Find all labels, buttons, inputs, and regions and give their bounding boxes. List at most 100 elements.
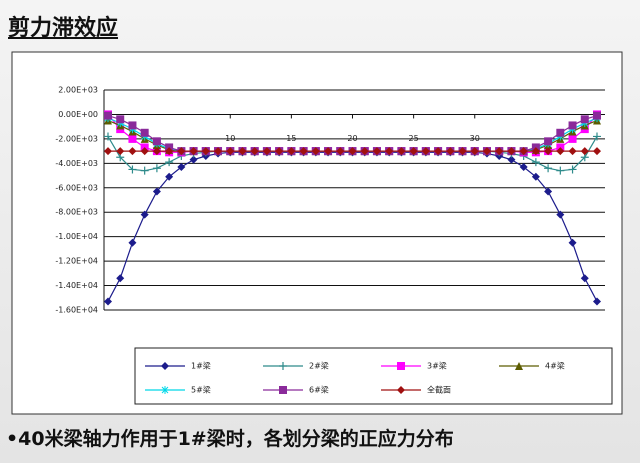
marker (544, 187, 553, 196)
marker (128, 238, 137, 247)
marker (116, 147, 125, 156)
legend-label: 全截面 (427, 385, 451, 395)
marker (189, 155, 198, 164)
x-tick-label: 15 (286, 134, 296, 143)
marker (360, 147, 369, 156)
legend-box (134, 347, 613, 405)
marker (279, 386, 287, 394)
x-tick-label: 30 (470, 134, 480, 143)
marker (324, 147, 333, 156)
marker (519, 147, 528, 156)
marker (104, 111, 112, 120)
marker (287, 147, 296, 156)
marker (544, 147, 553, 156)
legend-label: 3#梁 (427, 362, 447, 371)
marker (446, 147, 455, 156)
y-tick-label: -2.00E+03 (55, 134, 98, 143)
y-tick-label: -4.00E+03 (55, 159, 98, 168)
marker (128, 134, 137, 143)
legend-label: 6#梁 (309, 386, 329, 395)
y-tick-label: -6.00E+03 (55, 183, 98, 192)
marker (568, 134, 577, 143)
marker (177, 163, 186, 171)
slide-title: 剪力滞效应 (8, 15, 119, 41)
marker (161, 386, 169, 394)
marker (568, 121, 577, 130)
marker (128, 165, 137, 174)
marker (152, 187, 161, 196)
y-tick-label: -1.40E+04 (55, 281, 98, 290)
marker (201, 147, 210, 156)
marker (580, 115, 589, 124)
y-tick-label: 2.00E+03 (58, 86, 98, 95)
marker (544, 164, 553, 173)
caption: •40米梁轴力作用于1#梁时，各划分梁的正应力分布 (6, 428, 454, 450)
marker (556, 210, 565, 219)
marker (544, 137, 553, 146)
marker (104, 147, 112, 156)
marker (458, 147, 467, 156)
marker (279, 362, 287, 370)
marker (189, 147, 198, 156)
marker (372, 147, 381, 156)
marker (434, 147, 443, 156)
marker (104, 297, 112, 306)
marker (140, 128, 149, 137)
marker (593, 147, 601, 156)
marker (531, 158, 540, 167)
marker (556, 166, 565, 175)
y-tick-label: -1.20E+04 (55, 257, 98, 266)
marker (165, 172, 174, 181)
marker (250, 147, 259, 156)
marker (177, 147, 186, 156)
x-tick-label: 10 (225, 134, 235, 143)
legend-label: 5#梁 (191, 386, 211, 395)
marker (397, 386, 405, 394)
legend-label: 1#梁 (191, 362, 211, 371)
marker (262, 147, 271, 156)
marker (140, 166, 149, 175)
x-tick-label: 25 (409, 134, 419, 143)
chart: 2.00E+03 0.00E+00 -2.00E+03 -4.00E+03 -6.00E… (11, 51, 623, 415)
marker (128, 121, 137, 130)
marker (507, 155, 516, 164)
marker (593, 297, 601, 306)
marker (593, 111, 601, 120)
marker (348, 147, 357, 156)
y-tick-label: -1.60E+04 (55, 306, 98, 315)
marker (128, 147, 137, 156)
marker (519, 163, 528, 171)
marker (397, 362, 405, 370)
legend-label: 4#梁 (545, 362, 565, 371)
marker (226, 147, 235, 156)
marker (568, 165, 577, 174)
marker (140, 147, 149, 156)
marker (580, 274, 589, 283)
marker (152, 147, 161, 156)
x-tick-label: 20 (347, 134, 357, 143)
marker (409, 147, 418, 156)
marker (116, 274, 125, 283)
marker (140, 210, 149, 219)
marker (531, 147, 540, 156)
marker (311, 147, 320, 156)
series (104, 147, 601, 156)
marker (152, 164, 161, 173)
marker (593, 132, 601, 141)
marker (421, 147, 430, 156)
marker (495, 147, 504, 156)
marker (161, 362, 169, 370)
marker (336, 147, 345, 156)
marker (152, 137, 161, 146)
marker (568, 147, 577, 156)
legend-label: 2#梁 (309, 362, 329, 371)
y-tick-label: -1.00E+04 (55, 232, 98, 241)
marker (470, 147, 479, 156)
marker (482, 147, 491, 156)
marker (385, 147, 394, 156)
y-tick-label: -8.00E+03 (55, 208, 98, 217)
marker (507, 147, 516, 156)
marker (299, 147, 308, 156)
marker (531, 172, 540, 181)
marker (556, 128, 565, 137)
